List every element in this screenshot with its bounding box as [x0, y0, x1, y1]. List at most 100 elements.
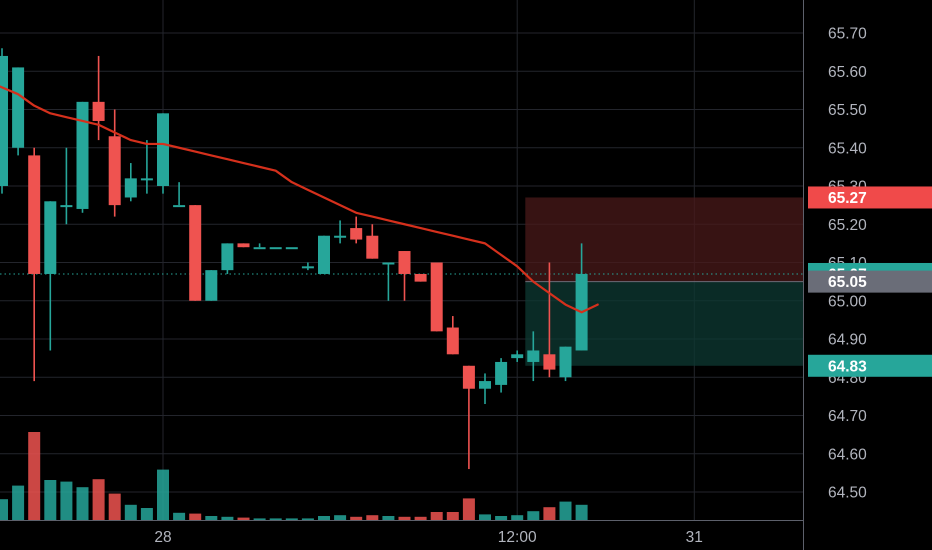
candle-body: [398, 251, 411, 274]
volume-bar: [205, 516, 218, 520]
candle-body: [479, 381, 491, 389]
candle-body: [430, 262, 443, 332]
volume-bar: [173, 512, 186, 520]
candle-body: [269, 247, 282, 250]
candle-body: [285, 247, 298, 250]
volume-bar: [124, 504, 137, 520]
volume-bar: [318, 516, 330, 520]
volume-bar: [157, 469, 169, 520]
y-tick-label: 64.90: [828, 332, 867, 349]
candle-body: [92, 101, 105, 121]
volume-bar: [108, 493, 121, 520]
candle-body: [0, 55, 8, 187]
price-tag-label: 64.83: [828, 358, 867, 375]
moving-average-line: [0, 85, 599, 314]
candles: [0, 48, 588, 470]
x-tick-label: 28: [154, 529, 171, 546]
candle-body: [173, 205, 186, 208]
y-tick-label: 64.50: [828, 485, 867, 502]
volume-bar: [253, 518, 266, 520]
volume-bar: [334, 515, 347, 520]
candle-body: [205, 270, 218, 301]
volume-bar: [366, 515, 379, 520]
profit-target-zone: [525, 281, 803, 366]
candle-body: [462, 365, 475, 389]
candle-body: [140, 178, 153, 181]
position-zone[interactable]: [0, 197, 803, 366]
volume-bar: [237, 517, 250, 520]
volume-bar: [446, 512, 459, 520]
volume-bar: [559, 501, 572, 520]
x-tick-label: 31: [686, 529, 703, 546]
volume-bar: [28, 432, 41, 520]
price-tag: [808, 270, 932, 293]
candle-body: [350, 228, 363, 240]
volume-bar: [350, 516, 363, 520]
price-tag: [808, 354, 932, 377]
candle-body: [446, 327, 459, 355]
volume-bar: [543, 507, 556, 520]
volume-bar: [221, 516, 234, 520]
candle-body: [366, 235, 379, 259]
y-tick-label: 65.50: [828, 102, 867, 119]
volume-bar: [44, 480, 57, 520]
candle-body: [60, 205, 73, 208]
x-tick-label: 12:00: [498, 529, 537, 546]
price-tag: [808, 186, 932, 209]
volume-bars: [0, 432, 588, 520]
candle-body: [108, 136, 121, 206]
volume-bar: [462, 498, 475, 520]
volume-bar: [301, 518, 314, 520]
stop-loss-zone: [525, 197, 803, 282]
volume-bar: [0, 499, 8, 520]
price-tag-label: 65.05: [828, 274, 867, 291]
candle-body: [318, 235, 330, 274]
volume-bar: [430, 512, 443, 520]
volume-bar: [511, 515, 524, 520]
candle-body: [12, 67, 25, 148]
candle-body: [76, 101, 89, 209]
candle-body: [382, 262, 395, 265]
volume-bar: [398, 516, 411, 520]
candle-body: [124, 178, 137, 198]
volume-bar: [12, 485, 25, 520]
y-tick-label: 65.20: [828, 217, 867, 234]
candle-body: [511, 354, 524, 359]
candle-body: [44, 201, 57, 274]
candle-body: [301, 266, 314, 269]
volume-bar: [60, 481, 73, 520]
volume-bar: [140, 508, 153, 520]
candle-body: [157, 113, 169, 186]
candle-body: [221, 243, 234, 271]
volume-bar: [495, 516, 508, 520]
y-tick-label: 65.60: [828, 64, 867, 81]
y-tick-label: 64.70: [828, 408, 867, 425]
candle-body: [543, 354, 556, 370]
volume-bar: [575, 504, 588, 520]
candle-body: [28, 155, 41, 274]
volume-bar: [414, 516, 427, 520]
candle-body: [559, 346, 572, 378]
price-tag-label: 65.27: [828, 190, 867, 207]
candle-body: [189, 205, 202, 301]
volume-bar: [479, 514, 491, 520]
y-tick-label: 65.00: [828, 293, 867, 310]
candle-body: [495, 361, 508, 385]
y-tick-label: 65.40: [828, 140, 867, 157]
candle-body: [414, 273, 427, 282]
volume-bar: [527, 511, 540, 520]
candle-body: [527, 350, 540, 362]
candle-body: [237, 243, 250, 248]
volume-bar: [285, 518, 298, 520]
volume-bar: [92, 479, 105, 520]
moving-average: [0, 85, 599, 314]
volume-bar: [382, 516, 395, 520]
candle-body: [253, 247, 266, 250]
y-tick-label: 65.70: [828, 26, 867, 43]
y-tick-label: 64.60: [828, 446, 867, 463]
volume-bar: [76, 487, 89, 520]
candle-body: [334, 235, 347, 238]
volume-bar: [189, 513, 202, 520]
